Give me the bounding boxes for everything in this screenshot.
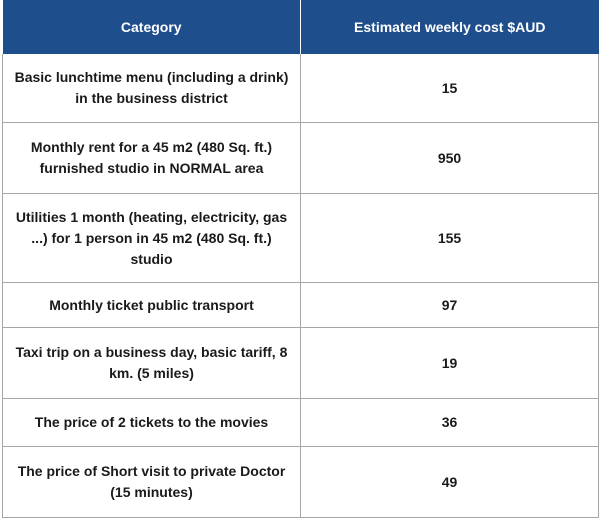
table-row: The price of Short visit to private Doct…	[2, 446, 599, 518]
category-cell: Monthly ticket public transport	[2, 282, 301, 328]
cost-cell: 49	[300, 446, 599, 518]
category-cell: Utilities 1 month (heating, electricity,…	[2, 193, 301, 283]
cost-cell: 155	[300, 193, 599, 283]
cost-cell: 950	[300, 122, 599, 194]
category-cell: Basic lunchtime menu (including a drink)…	[2, 54, 301, 123]
cost-column-header: Estimated weekly cost $AUD	[300, 0, 599, 54]
table-body: Basic lunchtime menu (including a drink)…	[2, 54, 599, 518]
cost-cell: 97	[300, 282, 599, 328]
category-column-header: Category	[2, 0, 301, 54]
table-row: The price of 2 tickets to the movies 36	[2, 398, 599, 447]
cost-cell: 19	[300, 327, 599, 399]
table-row: Taxi trip on a business day, basic tarif…	[2, 327, 599, 399]
category-cell: The price of 2 tickets to the movies	[2, 398, 301, 447]
header-row: Category Estimated weekly cost $AUD	[2, 0, 599, 54]
cost-cell: 15	[300, 54, 599, 123]
table-row: Monthly ticket public transport 97	[2, 282, 599, 328]
table-row: Utilities 1 month (heating, electricity,…	[2, 193, 599, 283]
cost-cell: 36	[300, 398, 599, 447]
category-cell: Taxi trip on a business day, basic tarif…	[2, 327, 301, 399]
category-cell: Monthly rent for a 45 m2 (480 Sq. ft.) f…	[2, 122, 301, 194]
category-cell: The price of Short visit to private Doct…	[2, 446, 301, 518]
table-header: Category Estimated weekly cost $AUD	[2, 0, 599, 54]
table-row: Basic lunchtime menu (including a drink)…	[2, 54, 599, 123]
table-row: Monthly rent for a 45 m2 (480 Sq. ft.) f…	[2, 122, 599, 194]
